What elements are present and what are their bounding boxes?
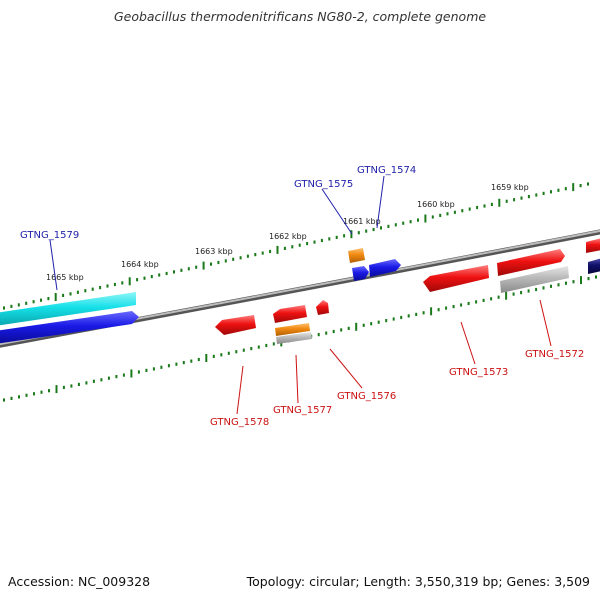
label-leader-lines [49, 175, 552, 415]
gene-navy-edge[interactable] [588, 258, 600, 274]
gene-GTNG_1579-cyan[interactable] [0, 292, 136, 326]
gene-GTNG_1572-gray[interactable] [500, 266, 569, 293]
gene-blue-large-forward[interactable] [0, 311, 139, 344]
gene-GTNG_1575-blue[interactable] [352, 266, 369, 281]
gene-GTNG_1575-orange[interactable] [348, 248, 365, 263]
gene-label-GTNG_1577[interactable]: GTNG_1577 [273, 405, 332, 416]
gene-label-GTNG_1573[interactable]: GTNG_1573 [449, 367, 508, 378]
gene-GTNG_1577-orange[interactable] [275, 323, 310, 336]
gene-red-edge[interactable] [586, 238, 600, 253]
gene-GTNG_1574-blue[interactable] [369, 259, 401, 277]
gene-label-GTNG_1575[interactable]: GTNG_1575 [294, 179, 353, 190]
scale-label-1664: 1664 kbp [121, 260, 159, 269]
genome-summary-text: Topology: circular; Length: 3,550,319 bp… [246, 574, 590, 589]
forward-scale-ticks [3, 182, 589, 310]
gene-label-GTNG_1578[interactable]: GTNG_1578 [210, 417, 269, 428]
gene-label-GTNG_1576[interactable]: GTNG_1576 [337, 391, 396, 402]
scale-label-1662: 1662 kbp [269, 232, 307, 241]
gene-label-GTNG_1574[interactable]: GTNG_1574 [357, 165, 416, 176]
scale-label-1661: 1661 kbp [343, 217, 381, 226]
gene-GTNG_1577-gray[interactable] [276, 332, 312, 344]
scale-label-1663: 1663 kbp [195, 247, 233, 256]
genome-title: Geobacillus thermodenitrificans NG80-2, … [113, 9, 487, 24]
scale-label-1660: 1660 kbp [417, 200, 455, 209]
scale-label-1659: 1659 kbp [491, 183, 529, 192]
gene-GTNG_1573-red[interactable] [423, 265, 489, 292]
gene-label-GTNG_1579[interactable]: GTNG_1579 [20, 230, 79, 241]
gene-GTNG_1576-red[interactable] [316, 300, 329, 315]
scale-label-1665: 1665 kbp [46, 273, 84, 282]
gene-label-GTNG_1572[interactable]: GTNG_1572 [525, 349, 584, 360]
gene-GTNG_1572-red[interactable] [497, 249, 565, 276]
gene-GTNG_1577-red[interactable] [273, 305, 307, 323]
accession-text: Accession: NC_009328 [8, 574, 151, 589]
gene-GTNG_1578-red[interactable] [215, 315, 256, 335]
